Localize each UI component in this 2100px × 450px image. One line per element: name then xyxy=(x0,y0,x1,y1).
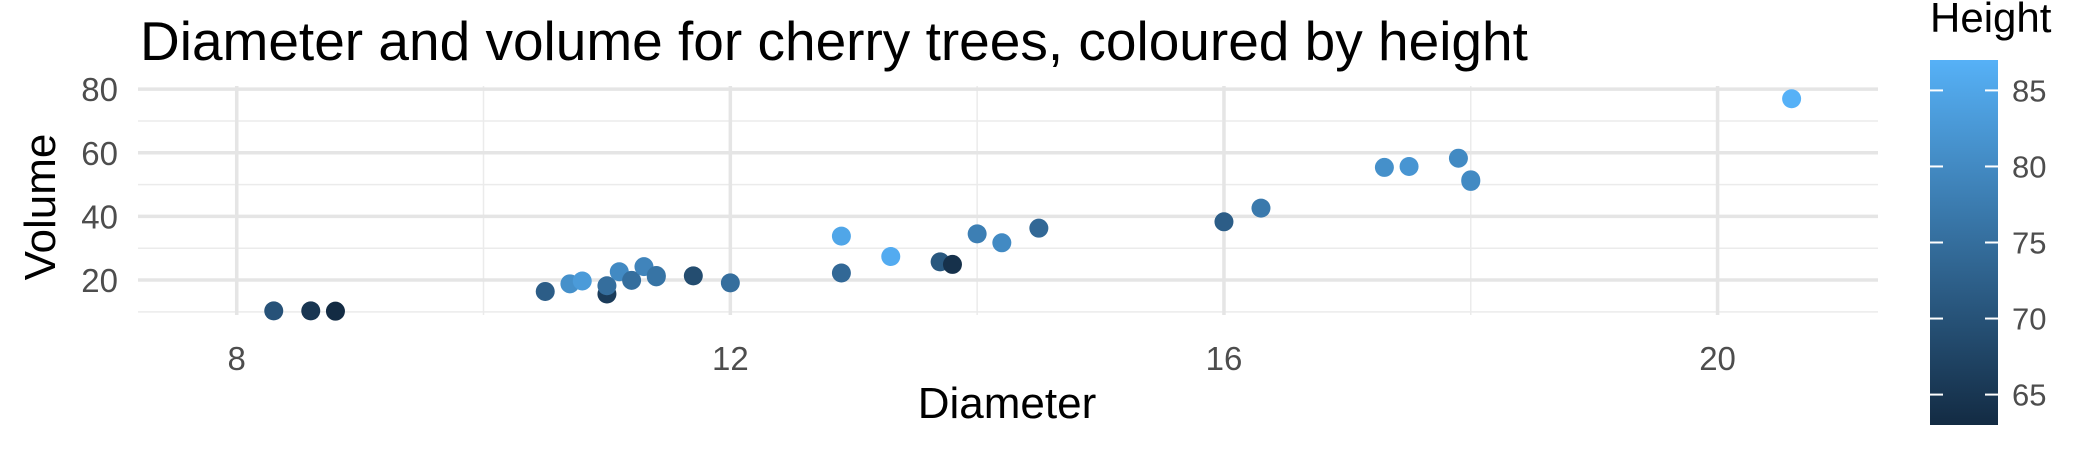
y-tick-label: 40 xyxy=(81,198,118,235)
data-point xyxy=(535,281,555,301)
data-point xyxy=(646,266,666,286)
legend-tick-label: 65 xyxy=(2012,378,2046,413)
data-point xyxy=(1374,157,1394,177)
x-tick-label: 20 xyxy=(1699,340,1736,377)
data-point xyxy=(597,276,617,296)
data-point xyxy=(622,270,642,290)
x-tick-label: 16 xyxy=(1206,340,1243,377)
data-point xyxy=(831,226,851,246)
y-axis-title: Volume xyxy=(16,134,65,281)
x-tick-label: 8 xyxy=(228,340,246,377)
data-point xyxy=(1399,156,1419,176)
data-point xyxy=(683,266,703,286)
data-point xyxy=(264,301,284,321)
data-point xyxy=(1029,218,1049,238)
legend-title: Height xyxy=(1930,0,2052,41)
legend-ticks: 65 70 75 80 85 xyxy=(1930,73,2046,413)
data-point xyxy=(942,254,962,274)
data-point xyxy=(1448,148,1468,168)
chart-title: Diameter and volume for cherry trees, co… xyxy=(140,10,1528,72)
data-point xyxy=(325,301,345,321)
y-tick-label: 20 xyxy=(81,262,118,299)
data-point xyxy=(1214,212,1234,232)
data-point xyxy=(1782,89,1802,109)
data-point xyxy=(881,246,901,266)
data-point xyxy=(831,263,851,283)
data-point xyxy=(572,271,592,291)
x-axis-title: Diameter xyxy=(918,379,1097,428)
x-tick-label: 12 xyxy=(712,340,749,377)
data-point xyxy=(1251,198,1271,218)
legend-tick-label: 70 xyxy=(2012,302,2046,337)
y-axis-ticks: 20 40 60 80 xyxy=(81,71,118,299)
data-point xyxy=(720,273,740,293)
data-points xyxy=(264,89,1802,321)
legend-tick-label: 85 xyxy=(2012,73,2046,108)
legend-tick-label: 75 xyxy=(2012,226,2046,261)
y-tick-label: 80 xyxy=(81,71,118,108)
data-point xyxy=(992,233,1012,253)
data-point xyxy=(301,301,321,321)
y-tick-label: 60 xyxy=(81,135,118,172)
legend-tick-label: 80 xyxy=(2012,149,2046,184)
data-point xyxy=(1461,171,1481,191)
x-axis-ticks: 8 12 16 20 xyxy=(228,340,1736,377)
major-gridlines xyxy=(138,86,1878,315)
data-point xyxy=(967,224,987,244)
